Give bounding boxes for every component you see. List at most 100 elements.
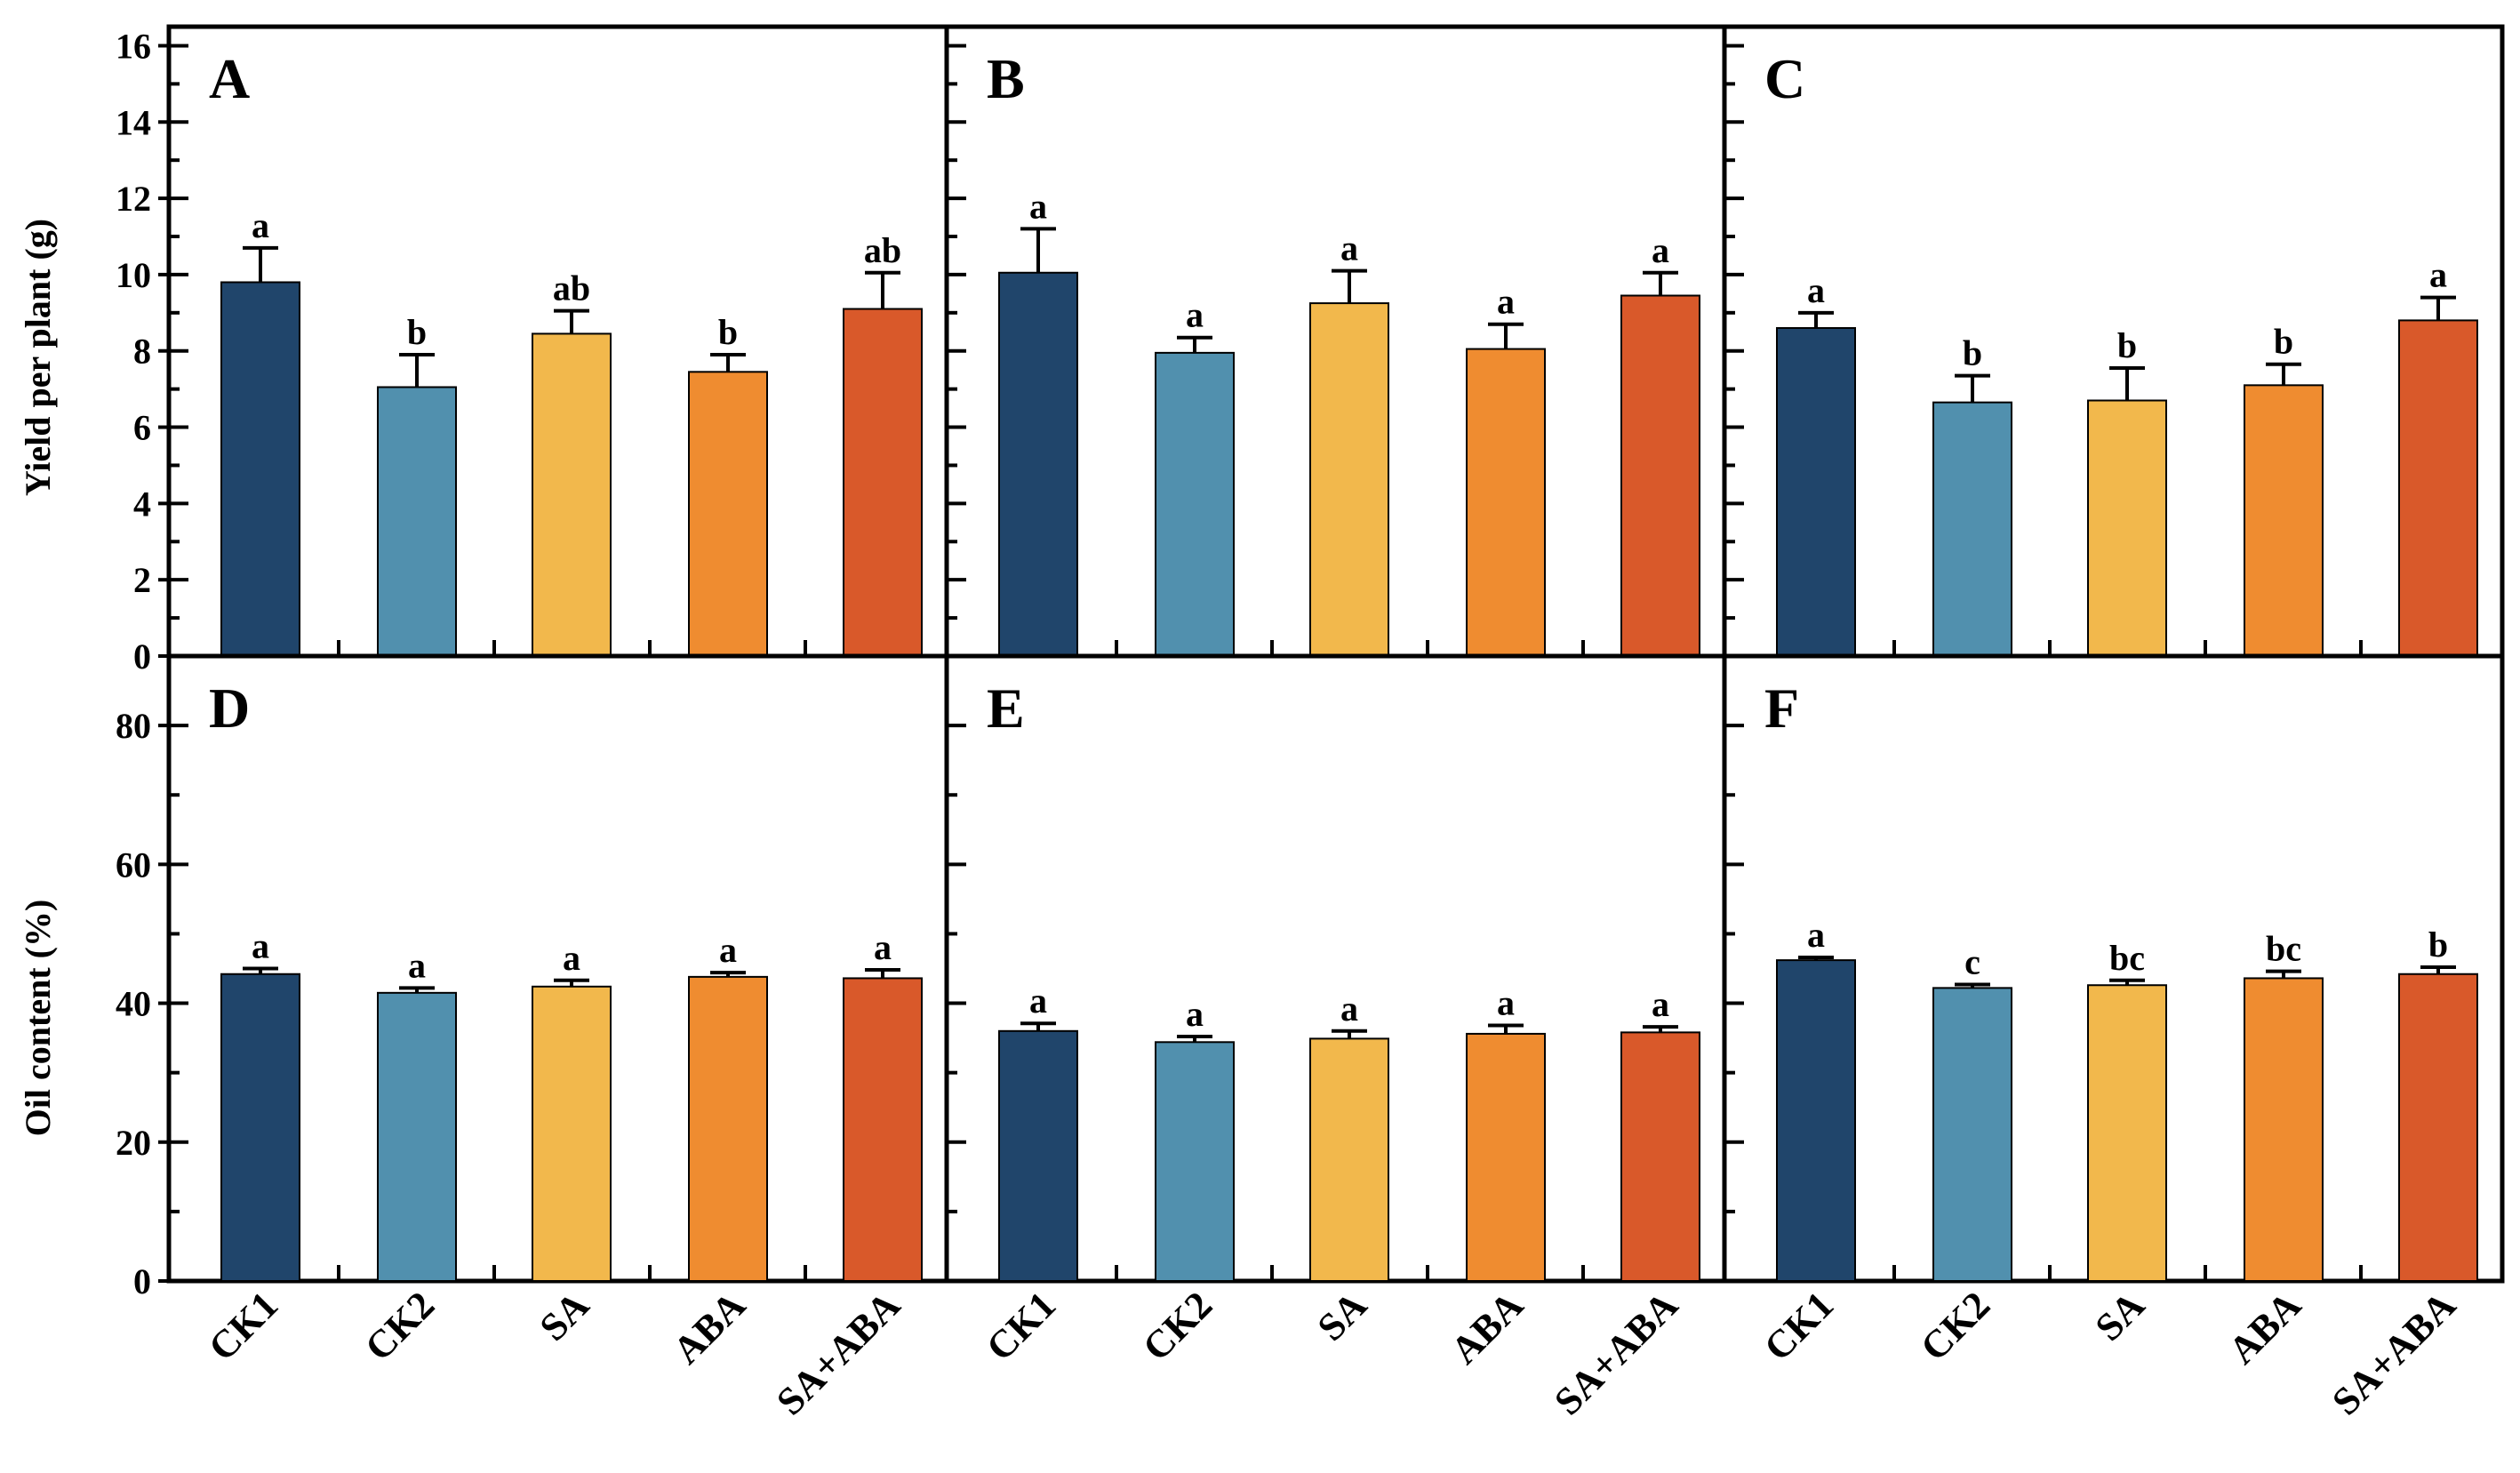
bar-sa-aba	[1620, 1031, 1700, 1282]
y-axis-label-oil: Oil content (%)	[18, 900, 58, 1137]
x-tick-label: SA	[532, 1283, 598, 1349]
y-axis-label-yield: Yield per plant (g)	[18, 219, 58, 496]
bar-sa-aba	[2398, 319, 2478, 657]
significance-letter: a	[1497, 282, 1515, 322]
x-tick-label: CK1	[1756, 1283, 1842, 1369]
bar-ck2	[1155, 351, 1235, 657]
panel-f: Fa CK1 c CK2 bc SA bc ABA b SA+ABA	[1722, 653, 2505, 1423]
significance-letter: a	[1807, 270, 1825, 310]
bar-sa	[1309, 1037, 1389, 1282]
significance-letter: b	[1963, 333, 1982, 373]
panel-b: Ba a a a a	[944, 24, 1727, 659]
significance-letter: a	[1340, 228, 1358, 268]
bar-aba	[688, 371, 768, 657]
significance-letter: a	[1029, 186, 1047, 226]
x-tick-label: SA+ABA	[1546, 1283, 1686, 1423]
significance-letter: a	[1652, 230, 1669, 270]
significance-letter: ab	[864, 230, 901, 270]
bar-sa-aba	[1620, 294, 1700, 657]
y-tick-label: 0	[133, 636, 151, 676]
y-tick-label: 16	[116, 26, 151, 66]
bar-aba	[688, 975, 768, 1282]
significance-letter: a	[252, 205, 269, 245]
x-tick-label: ABA	[2220, 1283, 2309, 1372]
x-tick-label: CK2	[1134, 1283, 1220, 1369]
y-tick-label: 0	[133, 1261, 151, 1301]
bar-ck1	[998, 1029, 1078, 1283]
bar-ck2	[1932, 401, 2012, 657]
significance-letter: a	[2429, 255, 2447, 295]
panel-label: B	[987, 47, 1025, 110]
significance-letter: b	[2274, 322, 2293, 362]
panel-d: 0 20 40 60 80 Da CK1 a CK2 a SA a ABA a SA+ABA	[116, 653, 949, 1423]
y-tick-label: 10	[116, 255, 151, 295]
significance-letter: a	[1029, 981, 1047, 1021]
y-tick-label: 80	[116, 706, 151, 746]
bar-aba	[1466, 1032, 1546, 1282]
y-tick-label: 20	[116, 1123, 151, 1163]
bar-ck2	[377, 386, 457, 657]
y-tick-label: 8	[133, 332, 151, 372]
bar-sa	[532, 985, 612, 1282]
y-tick-label: 12	[116, 179, 151, 219]
significance-letter: a	[1497, 983, 1515, 1023]
significance-letter: a	[1807, 915, 1825, 955]
significance-letter: a	[1340, 989, 1358, 1029]
x-tick-label: ABA	[665, 1283, 754, 1372]
bar-sa-aba	[843, 308, 923, 657]
significance-letter: bc	[2109, 938, 2145, 978]
panel-label: D	[209, 676, 250, 740]
x-tick-label: CK2	[356, 1283, 443, 1369]
significance-letter: c	[1964, 941, 1980, 981]
panel-label: F	[1764, 676, 1799, 740]
significance-letter: b	[407, 312, 427, 352]
significance-letter: a	[1186, 295, 1204, 335]
bar-ck2	[1932, 987, 2012, 1282]
x-tick-label: ABA	[1443, 1283, 1532, 1372]
significance-letter: b	[718, 312, 738, 352]
bar-ck2	[377, 991, 457, 1282]
bar-aba	[2244, 977, 2324, 1282]
bar-ck2	[1155, 1041, 1235, 1282]
bar-ck1	[220, 281, 300, 657]
x-tick-label: CK1	[978, 1283, 1064, 1369]
significance-letter: a	[719, 930, 737, 970]
bar-ck1	[1776, 959, 1856, 1283]
y-tick-label: 14	[116, 102, 151, 142]
panel-label: C	[1764, 47, 1805, 110]
x-tick-label: SA	[2087, 1283, 2154, 1349]
y-tick-label: 2	[133, 560, 151, 600]
bar-ck1	[220, 973, 300, 1282]
panel-label: A	[209, 47, 250, 110]
y-tick-label: 40	[116, 984, 151, 1024]
significance-letter: a	[408, 945, 426, 985]
bar-sa	[2087, 984, 2167, 1283]
bar-sa-aba	[2398, 973, 2478, 1282]
y-tick-label: 6	[133, 408, 151, 448]
bar-aba	[1466, 348, 1546, 657]
bar-ck1	[998, 271, 1078, 657]
bar-ck1	[1776, 326, 1856, 657]
significance-letter: b	[2428, 925, 2448, 965]
x-tick-label: SA+ABA	[768, 1283, 908, 1423]
panel-c: Ca b b b a	[1722, 24, 2505, 659]
significance-letter: a	[252, 926, 269, 966]
significance-letter: a	[563, 938, 580, 978]
significance-letter: b	[2117, 325, 2137, 365]
x-tick-label: CK2	[1912, 1283, 1998, 1369]
bar-sa-aba	[843, 977, 923, 1282]
significance-letter: ab	[553, 268, 590, 308]
bar-sa	[1309, 302, 1389, 657]
x-tick-label: CK1	[200, 1283, 286, 1369]
panel-e: Ea CK1 a CK2 a SA a ABA a SA+ABA	[944, 653, 1727, 1423]
significance-letter: bc	[2266, 929, 2301, 969]
y-tick-label: 60	[116, 845, 151, 885]
bar-aba	[2244, 384, 2324, 657]
x-tick-label: SA	[1309, 1283, 1376, 1349]
significance-letter: a	[874, 927, 892, 967]
x-tick-label: SA+ABA	[2324, 1283, 2464, 1423]
bar-sa	[2087, 399, 2167, 657]
